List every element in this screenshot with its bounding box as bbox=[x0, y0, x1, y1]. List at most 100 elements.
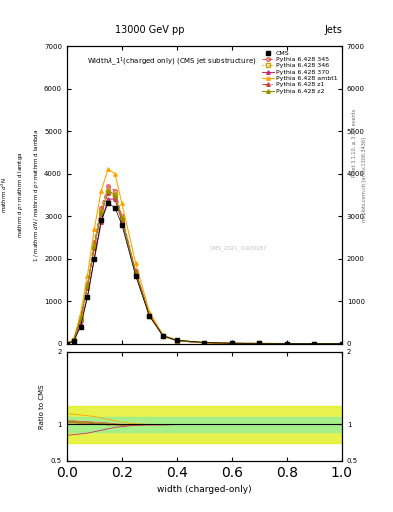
Pythia 6.428 z2 bbox=[85, 283, 90, 289]
Pythia 6.428 z2 bbox=[257, 340, 262, 347]
Pythia 6.428 z1 bbox=[174, 337, 179, 344]
Pythia 6.428 370 bbox=[85, 294, 90, 300]
Line: Pythia 6.428 z2: Pythia 6.428 z2 bbox=[65, 189, 343, 345]
Pythia 6.428 346 bbox=[119, 215, 124, 221]
Pythia 6.428 346 bbox=[340, 340, 344, 347]
Pythia 6.428 346 bbox=[161, 333, 165, 339]
Pythia 6.428 z2 bbox=[106, 187, 110, 194]
Pythia 6.428 345 bbox=[161, 333, 165, 339]
X-axis label: width (charged-only): width (charged-only) bbox=[157, 485, 252, 494]
Pythia 6.428 z2 bbox=[285, 340, 289, 347]
Pythia 6.428 ambt1 bbox=[106, 166, 110, 173]
Pythia 6.428 z2 bbox=[72, 337, 76, 343]
Pythia 6.428 345 bbox=[99, 204, 104, 210]
Pythia 6.428 370 bbox=[340, 340, 344, 347]
Pythia 6.428 z1 bbox=[285, 340, 289, 347]
Pythia 6.428 370 bbox=[78, 322, 83, 328]
Pythia 6.428 346 bbox=[230, 340, 234, 347]
Pythia 6.428 z1 bbox=[312, 340, 317, 347]
Pythia 6.428 z1 bbox=[78, 317, 83, 323]
Pythia 6.428 z1 bbox=[257, 340, 262, 347]
Pythia 6.428 ambt1 bbox=[133, 260, 138, 266]
Line: Pythia 6.428 ambt1: Pythia 6.428 ambt1 bbox=[65, 167, 343, 345]
CMS bbox=[133, 272, 138, 279]
Pythia 6.428 370 bbox=[106, 196, 110, 202]
CMS bbox=[85, 294, 90, 300]
CMS bbox=[106, 200, 110, 206]
Pythia 6.428 345 bbox=[113, 187, 118, 194]
Line: Pythia 6.428 z1: Pythia 6.428 z1 bbox=[65, 191, 343, 345]
Line: CMS: CMS bbox=[65, 202, 343, 345]
Pythia 6.428 346 bbox=[202, 339, 207, 346]
Bar bbox=[67, 417, 342, 432]
Pythia 6.428 z2 bbox=[78, 316, 83, 322]
Pythia 6.428 345 bbox=[64, 340, 69, 347]
Pythia 6.428 ambt1 bbox=[72, 336, 76, 343]
Pythia 6.428 z1 bbox=[119, 217, 124, 223]
Pythia 6.428 346 bbox=[174, 337, 179, 344]
Y-axis label: mathrm $d^2$N

mathrm d $p_T$ mathrm d lamtga

1 / mathrm $dN$ / mathrm d $p_T$ : mathrm $d^2$N mathrm d $p_T$ mathrm d la… bbox=[0, 128, 41, 262]
CMS bbox=[113, 204, 118, 210]
Pythia 6.428 z2 bbox=[174, 337, 179, 344]
Pythia 6.428 ambt1 bbox=[202, 339, 207, 346]
Pythia 6.428 z1 bbox=[99, 211, 104, 217]
CMS bbox=[285, 340, 289, 347]
Pythia 6.428 346 bbox=[85, 283, 90, 289]
Text: Rivet 3.1.10, ≥ 3.2M events: Rivet 3.1.10, ≥ 3.2M events bbox=[352, 109, 357, 178]
Pythia 6.428 370 bbox=[312, 340, 317, 347]
Pythia 6.428 346 bbox=[72, 337, 76, 343]
Pythia 6.428 370 bbox=[161, 333, 165, 339]
Pythia 6.428 z1 bbox=[133, 270, 138, 276]
Pythia 6.428 z1 bbox=[64, 340, 69, 347]
CMS bbox=[340, 340, 344, 347]
Pythia 6.428 345 bbox=[285, 340, 289, 347]
Pythia 6.428 z2 bbox=[64, 340, 69, 347]
Pythia 6.428 346 bbox=[312, 340, 317, 347]
Pythia 6.428 z2 bbox=[340, 340, 344, 347]
Text: 13000 GeV pp: 13000 GeV pp bbox=[115, 25, 184, 35]
CMS bbox=[147, 313, 152, 319]
Pythia 6.428 370 bbox=[64, 340, 69, 347]
Pythia 6.428 370 bbox=[133, 268, 138, 274]
Pythia 6.428 370 bbox=[202, 339, 207, 346]
Pythia 6.428 370 bbox=[147, 311, 152, 317]
Pythia 6.428 ambt1 bbox=[230, 340, 234, 346]
Pythia 6.428 346 bbox=[106, 187, 110, 194]
CMS bbox=[119, 222, 124, 228]
CMS bbox=[174, 337, 179, 343]
Pythia 6.428 z1 bbox=[161, 333, 165, 339]
Pythia 6.428 z2 bbox=[161, 333, 165, 339]
Pythia 6.428 346 bbox=[257, 340, 262, 347]
Pythia 6.428 346 bbox=[147, 312, 152, 318]
CMS bbox=[202, 339, 207, 346]
Pythia 6.428 z2 bbox=[113, 192, 118, 198]
Pythia 6.428 z1 bbox=[106, 189, 110, 196]
Bar bbox=[67, 406, 342, 442]
Pythia 6.428 370 bbox=[99, 219, 104, 225]
Y-axis label: Ratio to CMS: Ratio to CMS bbox=[39, 384, 45, 429]
Pythia 6.428 ambt1 bbox=[161, 332, 165, 338]
CMS bbox=[92, 255, 97, 262]
Text: Jets: Jets bbox=[324, 25, 342, 35]
Pythia 6.428 345 bbox=[119, 213, 124, 219]
Pythia 6.428 370 bbox=[92, 255, 97, 262]
Text: Width$\lambda\_1^1$(charged only) (CMS jet substructure): Width$\lambda\_1^1$(charged only) (CMS j… bbox=[86, 55, 256, 68]
Text: mcplots.cern.ch [arXiv:1306.3436]: mcplots.cern.ch [arXiv:1306.3436] bbox=[362, 137, 367, 222]
Pythia 6.428 ambt1 bbox=[113, 170, 118, 177]
Pythia 6.428 346 bbox=[99, 209, 104, 215]
Pythia 6.428 z2 bbox=[147, 312, 152, 318]
CMS bbox=[257, 340, 262, 347]
Pythia 6.428 346 bbox=[133, 270, 138, 276]
Text: CMS_2021_I1920187: CMS_2021_I1920187 bbox=[210, 246, 267, 251]
Pythia 6.428 346 bbox=[78, 316, 83, 322]
Pythia 6.428 z1 bbox=[230, 340, 234, 347]
Pythia 6.428 346 bbox=[113, 192, 118, 198]
Pythia 6.428 z1 bbox=[72, 337, 76, 344]
CMS bbox=[312, 340, 317, 347]
Pythia 6.428 ambt1 bbox=[119, 200, 124, 206]
Pythia 6.428 370 bbox=[72, 338, 76, 344]
Pythia 6.428 370 bbox=[230, 340, 234, 347]
Pythia 6.428 z2 bbox=[92, 243, 97, 249]
Pythia 6.428 z2 bbox=[99, 209, 104, 215]
Pythia 6.428 ambt1 bbox=[285, 340, 289, 347]
